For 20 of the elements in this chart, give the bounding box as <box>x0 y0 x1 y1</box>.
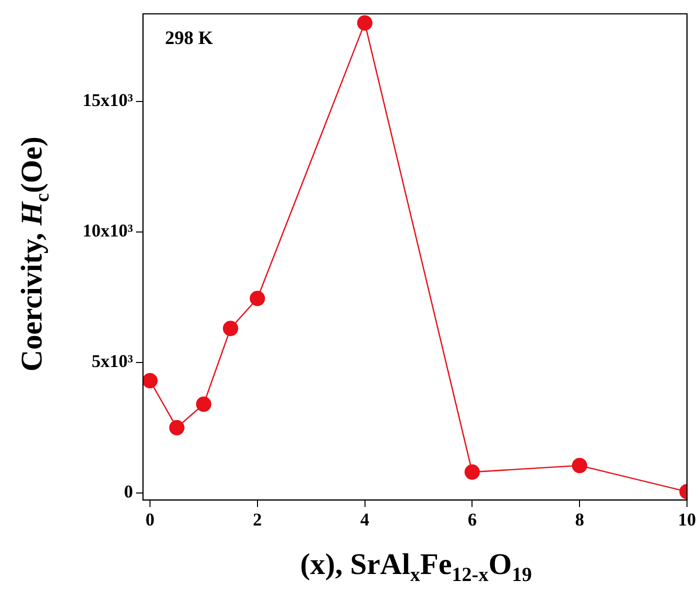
y-tick-label: 0 <box>124 482 133 502</box>
y-tick-label: 5x10³ <box>92 351 134 372</box>
point <box>143 373 158 388</box>
x-tick-label: 0 <box>145 509 154 530</box>
point <box>250 290 266 306</box>
point <box>572 458 588 474</box>
x-tick-label: 4 <box>360 509 370 530</box>
annotation: 298 K <box>165 28 214 50</box>
point <box>169 420 184 436</box>
point <box>196 396 212 412</box>
point <box>222 320 238 336</box>
x-tick-label: 10 <box>678 509 696 530</box>
point <box>464 464 480 480</box>
y-tick-label: 15x10³ <box>82 90 134 110</box>
y-tick-label: 10x10³ <box>82 220 134 240</box>
x-tick-label: 8 <box>575 509 584 530</box>
x-axis-title: (x), SrAl$_{x}$Fe$_{12-x}$O$_{19}$ <box>299 548 533 587</box>
x-tick-label: 6 <box>468 509 477 530</box>
point <box>357 15 372 31</box>
x-tick-label: 2 <box>252 509 262 530</box>
